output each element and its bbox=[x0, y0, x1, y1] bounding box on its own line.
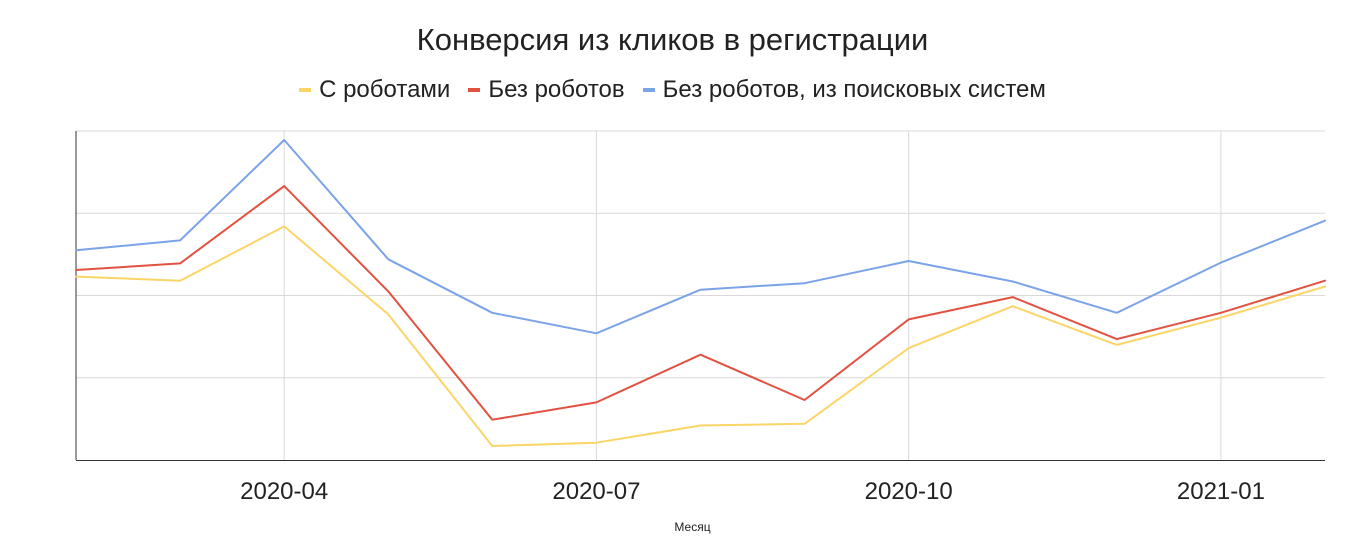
x-tick-label: 2020-10 bbox=[865, 478, 953, 505]
legend-label-without-robots: Без роботов bbox=[488, 76, 625, 103]
x-tick-label: 2020-04 bbox=[240, 478, 328, 505]
x-tick-label: 2021-01 bbox=[1177, 478, 1265, 505]
chart-title: Конверсия из кликов в регистрации bbox=[416, 22, 929, 57]
legend-swatch-search-engines bbox=[642, 88, 655, 92]
series-layer bbox=[75, 139, 1326, 447]
legend-label-with-robots: С роботами bbox=[319, 76, 451, 103]
x-tick-labels: 2020-04 2020-07 2020-10 2021-01 bbox=[240, 478, 1265, 505]
grid-layer bbox=[76, 130, 1325, 460]
series-line-without-robots bbox=[75, 185, 1326, 421]
legend-swatch-without-robots bbox=[468, 88, 481, 92]
legend-item-without-robots[interactable]: Без роботов bbox=[468, 76, 625, 104]
legend-item-with-robots[interactable]: С роботами bbox=[299, 76, 450, 104]
legend-label-search-engines: Без роботов, из поисковых систем bbox=[662, 76, 1046, 103]
series-line-with-robots bbox=[75, 225, 1326, 447]
x-tick-label: 2020-07 bbox=[552, 478, 640, 505]
legend: С роботами Без роботов Без роботов, из п… bbox=[0, 76, 1345, 104]
axis-layer bbox=[75, 131, 1325, 461]
series-line-search-engines bbox=[75, 139, 1326, 335]
x-axis-title: Месяц bbox=[674, 520, 710, 534]
legend-item-search-engines[interactable]: Без роботов, из поисковых систем bbox=[642, 76, 1046, 104]
legend-swatch-with-robots bbox=[299, 88, 312, 92]
